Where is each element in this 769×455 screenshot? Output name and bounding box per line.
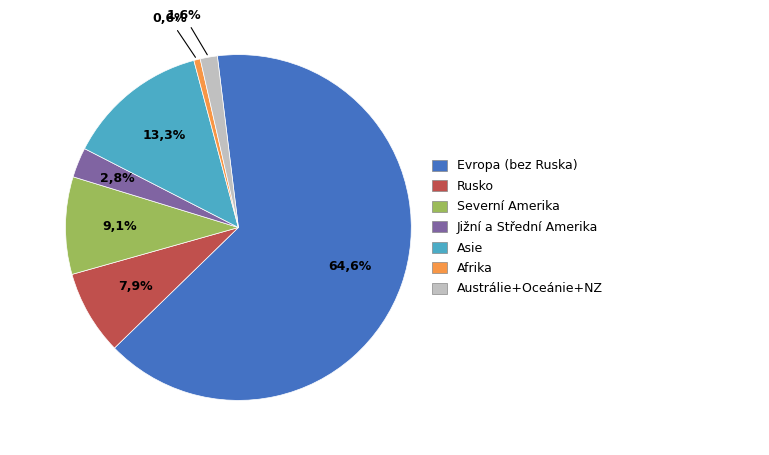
Text: 2,8%: 2,8%	[100, 172, 135, 185]
Wedge shape	[72, 228, 238, 348]
Legend: Evropa (bez Ruska), Rusko, Severní Amerika, Jižní a Střední Amerika, Asie, Afrik: Evropa (bez Ruska), Rusko, Severní Ameri…	[427, 155, 608, 300]
Text: 7,9%: 7,9%	[118, 280, 153, 293]
Text: 9,1%: 9,1%	[103, 220, 138, 233]
Wedge shape	[73, 149, 238, 228]
Text: 13,3%: 13,3%	[142, 129, 186, 142]
Text: 1,6%: 1,6%	[167, 10, 208, 55]
Text: 64,6%: 64,6%	[328, 260, 371, 273]
Wedge shape	[200, 56, 238, 228]
Wedge shape	[115, 55, 411, 400]
Wedge shape	[85, 61, 238, 228]
Wedge shape	[194, 59, 238, 228]
Text: 0,6%: 0,6%	[152, 12, 195, 57]
Wedge shape	[65, 177, 238, 274]
